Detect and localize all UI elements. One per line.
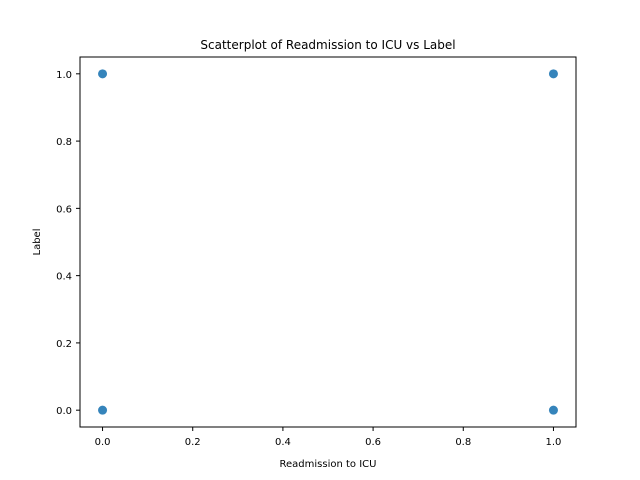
plot-frame [79, 56, 577, 428]
x-tick-label: 0.4 [275, 437, 291, 448]
data-point [98, 405, 108, 415]
x-tick-label: 0.2 [185, 437, 201, 448]
data-point [548, 69, 558, 79]
y-axis-ticks: 0.0 0.2 0.4 0.6 0.8 1.0 [56, 70, 80, 417]
y-tick-label: 0.0 [56, 406, 72, 417]
y-tick-label: 0.6 [56, 204, 72, 215]
chart-title: Scatterplot of Readmission to ICU vs Lab… [200, 38, 455, 52]
data-point [98, 69, 108, 79]
x-tick-label: 0.6 [365, 437, 381, 448]
data-points [98, 69, 558, 415]
y-tick-label: 1.0 [56, 70, 72, 81]
y-axis-label: Label [32, 229, 43, 256]
data-point [548, 405, 558, 415]
y-tick-label: 0.8 [56, 137, 72, 148]
x-tick-label: 1.0 [546, 437, 562, 448]
x-axis-label: Readmission to ICU [280, 459, 377, 470]
y-tick-label: 0.2 [56, 339, 72, 350]
plot-area: 0.0 0.2 0.4 0.6 0.8 1.0 0.0 0.2 0.4 0.6 0.8 1.0 [56, 56, 577, 448]
x-tick-label: 0.0 [95, 437, 111, 448]
x-axis-ticks: 0.0 0.2 0.4 0.6 0.8 1.0 [95, 427, 562, 448]
y-tick-label: 0.4 [56, 272, 72, 283]
x-tick-label: 0.8 [455, 437, 471, 448]
